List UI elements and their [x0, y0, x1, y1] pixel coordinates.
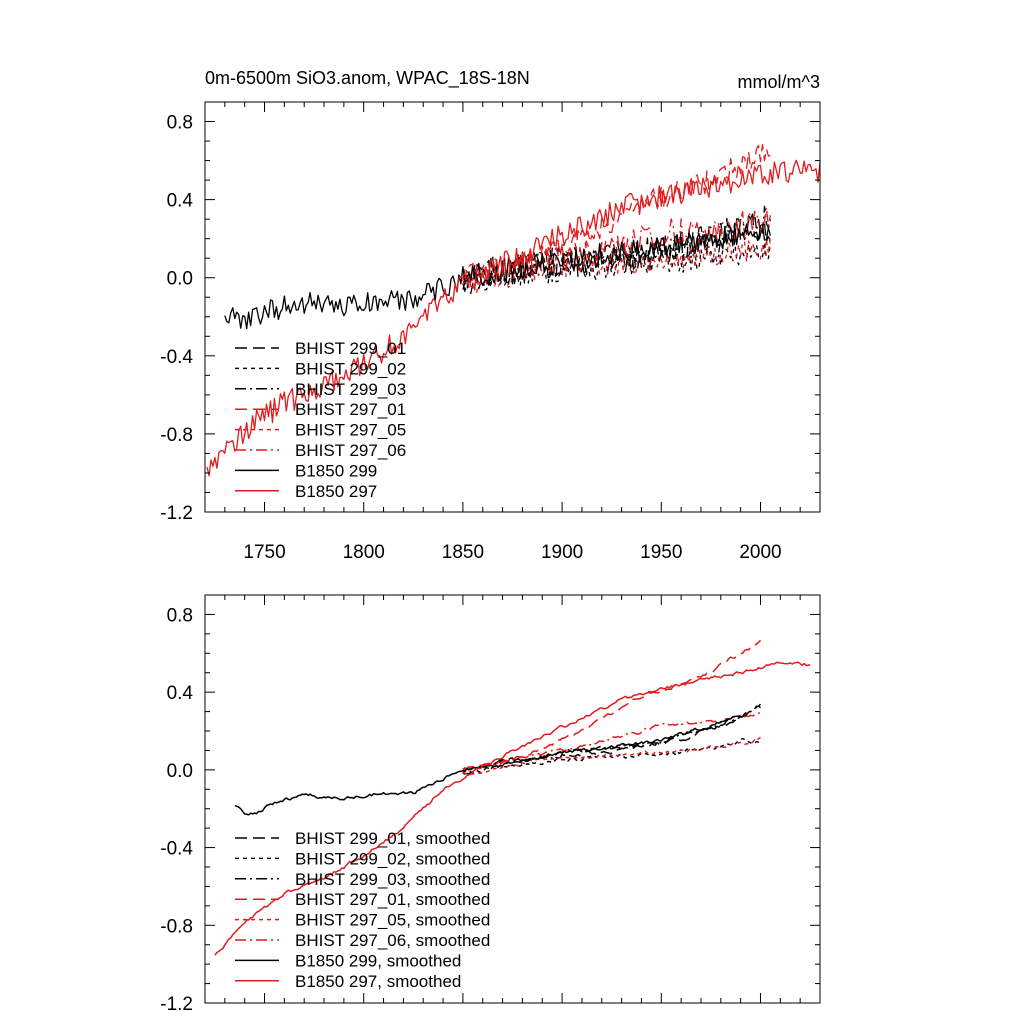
legend-label: B1850 297	[295, 482, 377, 501]
series-line-7	[234, 714, 741, 816]
series-line-4	[462, 639, 762, 770]
series-line-5	[462, 736, 761, 775]
series-line-3	[462, 205, 772, 292]
x-tick-label: 1850	[442, 542, 484, 563]
series-line-8	[206, 159, 821, 477]
y-tick-label: 0.0	[167, 269, 193, 290]
series-line-7	[224, 223, 772, 330]
legend-label: BHIST 297_05, smoothed	[295, 911, 490, 930]
series-line-6	[462, 206, 772, 290]
legend-label: BHIST 297_05	[295, 421, 406, 440]
x-tick-label: 2000	[739, 542, 781, 563]
x-tick-label: 1900	[541, 542, 583, 563]
y-tick-label: 0.0	[167, 761, 193, 782]
y-tick-label: -0.8	[160, 916, 193, 937]
plot-frame	[204, 594, 821, 1004]
legend-label: BHIST 299_01, smoothed	[295, 829, 490, 848]
y-tick-label: -0.4	[160, 839, 193, 860]
x-tick-label: 1750	[243, 542, 285, 563]
legend-label: BHIST 299_02	[295, 359, 406, 378]
y-tick-label: -0.4	[160, 347, 193, 368]
legend-label: BHIST 299_03	[295, 380, 406, 399]
plot-frame	[204, 101, 821, 513]
legend-label: B1850 299, smoothed	[295, 951, 461, 970]
legend-label: BHIST 297_06, smoothed	[295, 931, 490, 950]
y-tick-label: -1.2	[160, 994, 193, 1015]
legend-label: BHIST 299_02, smoothed	[295, 849, 490, 868]
series-line-2	[462, 737, 762, 774]
series-line-6	[462, 711, 762, 771]
series-line-8	[214, 661, 811, 956]
legend-label: BHIST 299_03, smoothed	[295, 870, 490, 889]
y-tick-label: -0.8	[160, 425, 193, 446]
legend-label: BHIST 297_01, smoothed	[295, 890, 490, 909]
panel-top: -1.2 -0.8 -0.4 0.0 0.4 0.8 1750 1800 1850 1900 195…	[160, 101, 821, 563]
y-tick-label: 0.4	[167, 191, 194, 212]
series-line-2	[462, 241, 772, 292]
panel-bottom: -1.2 -0.8 -0.4 0.0 0.4 0.8 BHIST 299_01, smoot…	[160, 594, 821, 1015]
x-tick-label: 1800	[343, 542, 385, 563]
series-line-1	[462, 705, 762, 775]
y-tick-label: 0.4	[167, 683, 194, 704]
x-tick-label: 1950	[640, 542, 682, 563]
legend-label: BHIST 297_01	[295, 400, 406, 419]
series-line-3	[462, 703, 762, 771]
chart-units: mmol/m^3	[738, 72, 820, 92]
chart-title: 0m-6500m SiO3.anom, WPAC_18S-18N	[205, 68, 530, 89]
legend-label: BHIST 297_06	[295, 441, 406, 460]
series-line-5	[462, 234, 772, 294]
y-tick-label: -1.2	[160, 503, 193, 524]
legend-label: BHIST 299_01	[295, 339, 406, 358]
legend-label: B1850 297, smoothed	[295, 972, 461, 991]
y-tick-label: 0.8	[167, 113, 193, 134]
y-tick-label: 0.8	[167, 605, 193, 626]
legend-label: B1850 299	[295, 461, 377, 480]
